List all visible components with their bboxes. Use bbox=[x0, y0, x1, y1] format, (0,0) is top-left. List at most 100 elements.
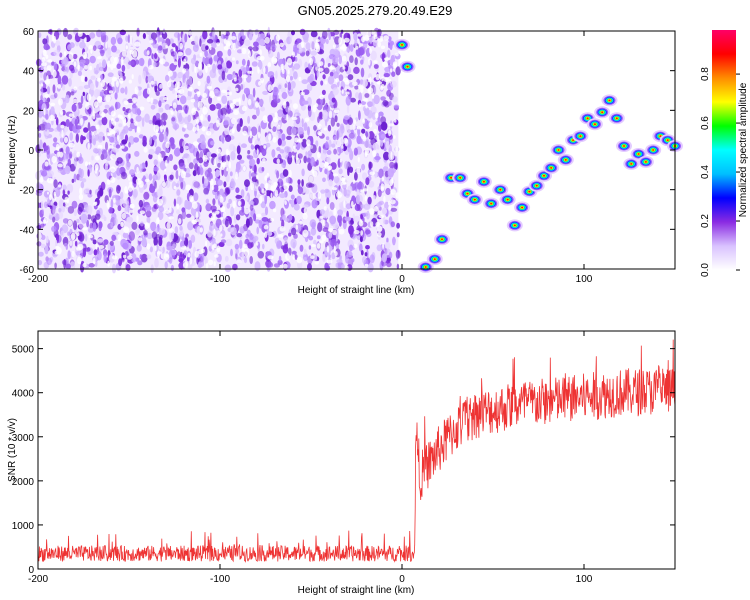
noise-speck bbox=[164, 148, 170, 153]
noise-speck bbox=[176, 189, 181, 196]
noise-gap bbox=[371, 92, 375, 99]
noise-gap bbox=[319, 94, 325, 100]
noise-gap bbox=[92, 113, 96, 120]
noise-speck bbox=[82, 91, 86, 97]
noise-gap bbox=[296, 256, 303, 264]
noise-speck bbox=[140, 221, 144, 227]
noise-speck bbox=[349, 55, 354, 63]
noise-gap bbox=[157, 153, 162, 161]
noise-speck bbox=[60, 230, 65, 238]
noise-speck bbox=[358, 92, 363, 102]
track-point bbox=[475, 175, 492, 188]
noise-speck bbox=[265, 190, 272, 197]
noise-speck bbox=[116, 63, 122, 69]
noise-speck bbox=[348, 225, 354, 235]
noise-gap bbox=[333, 245, 336, 254]
noise-speck bbox=[301, 118, 304, 128]
track-blob-layer bbox=[666, 139, 669, 142]
colorbar-tick-label: 0.4 bbox=[700, 165, 711, 179]
noise-speck bbox=[72, 220, 78, 231]
noise-gap bbox=[356, 126, 362, 130]
noise-gap bbox=[223, 45, 229, 51]
noise-gap bbox=[174, 83, 179, 91]
noise-speck bbox=[141, 117, 145, 128]
noise-speck bbox=[53, 61, 57, 71]
noise-gap bbox=[304, 117, 310, 122]
colorbar-tick-label: 0.0 bbox=[700, 263, 711, 277]
noise-speck bbox=[68, 78, 72, 87]
noise-speck bbox=[248, 170, 252, 180]
noise-speck bbox=[328, 232, 333, 239]
track-blob-layer bbox=[506, 198, 509, 201]
noise-gap bbox=[288, 169, 292, 178]
noise-speck bbox=[247, 150, 251, 155]
noise-speck bbox=[62, 218, 69, 224]
noise-gap bbox=[185, 184, 191, 191]
noise-gap bbox=[272, 136, 277, 143]
noise-gap bbox=[154, 245, 157, 252]
noise-speck bbox=[136, 27, 140, 37]
noise-gap bbox=[345, 91, 350, 95]
noise-speck bbox=[125, 219, 132, 229]
noise-speck bbox=[186, 96, 192, 101]
noise-speck bbox=[249, 256, 253, 264]
noise-gap bbox=[188, 31, 193, 36]
noise-speck bbox=[221, 137, 225, 144]
noise-speck bbox=[256, 226, 260, 235]
noise-speck bbox=[104, 104, 110, 109]
noise-speck bbox=[363, 203, 371, 210]
snr-y-label: SNR (10 * v/v) bbox=[7, 418, 18, 482]
noise-speck bbox=[74, 240, 78, 247]
noise-speck bbox=[203, 161, 209, 168]
noise-speck bbox=[146, 232, 153, 240]
noise-speck bbox=[80, 213, 88, 224]
spectrogram-y-ticks: -60 -40 -20 0 20 40 60 bbox=[20, 27, 675, 276]
noise-gap bbox=[388, 205, 392, 211]
noise-gap bbox=[329, 65, 335, 70]
noise-speck bbox=[136, 108, 142, 116]
noise-speck bbox=[362, 79, 368, 87]
noise-gap bbox=[59, 151, 64, 158]
noise-speck bbox=[81, 178, 87, 183]
noise-gap bbox=[136, 215, 139, 223]
noise-speck bbox=[110, 221, 114, 228]
noise-gap bbox=[298, 76, 302, 82]
noise-speck bbox=[251, 176, 258, 183]
noise-gap bbox=[77, 232, 80, 237]
noise-gap bbox=[267, 255, 274, 260]
noise-gap bbox=[167, 70, 173, 77]
noise-speck bbox=[82, 247, 87, 258]
noise-speck bbox=[206, 151, 212, 157]
noise-speck bbox=[244, 179, 250, 188]
noise-gap bbox=[41, 56, 46, 63]
noise-speck bbox=[330, 117, 336, 127]
noise-speck bbox=[171, 143, 175, 150]
noise-speck bbox=[138, 58, 145, 66]
noise-gap bbox=[283, 101, 287, 109]
noise-gap bbox=[61, 129, 64, 138]
noise-speck bbox=[272, 86, 279, 96]
noise-speck bbox=[99, 66, 104, 72]
noise-gap bbox=[213, 261, 216, 267]
noise-gap bbox=[282, 68, 285, 75]
noise-speck bbox=[202, 56, 206, 64]
noise-speck bbox=[293, 63, 301, 70]
noise-gap bbox=[105, 41, 108, 49]
noise-gap bbox=[326, 245, 330, 253]
noise-speck bbox=[215, 169, 220, 177]
noise-speck bbox=[150, 104, 156, 110]
noise-speck bbox=[145, 75, 149, 84]
noise-gap bbox=[190, 35, 193, 40]
noise-speck bbox=[220, 107, 227, 116]
noise-speck bbox=[254, 144, 261, 151]
noise-gap bbox=[206, 85, 213, 90]
noise-speck bbox=[173, 198, 177, 207]
y-tick-label: 5000 bbox=[12, 345, 35, 356]
noise-speck bbox=[359, 79, 364, 85]
noise-speck bbox=[184, 199, 189, 210]
track-point bbox=[466, 193, 483, 206]
noise-speck bbox=[331, 97, 336, 103]
noise-speck bbox=[243, 257, 248, 264]
noise-speck bbox=[358, 243, 363, 252]
noise-speck bbox=[62, 27, 69, 38]
